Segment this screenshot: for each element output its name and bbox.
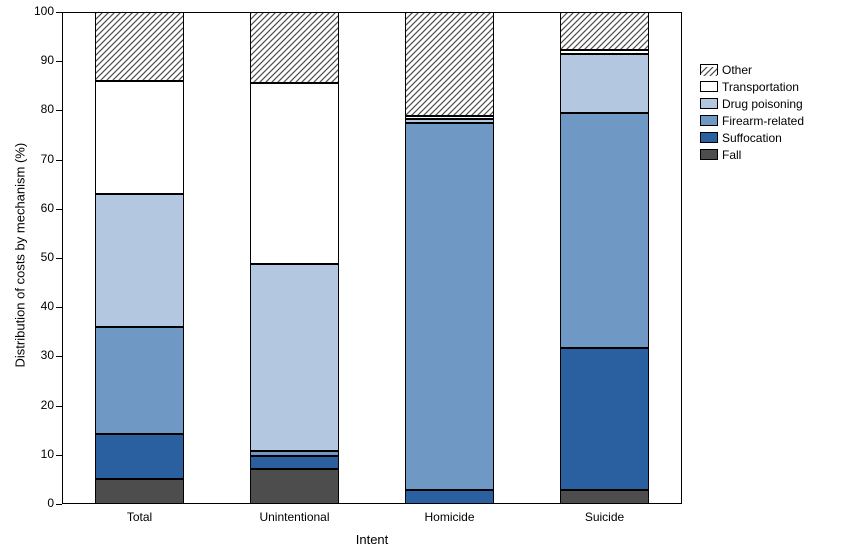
bar-unintentional <box>250 12 340 504</box>
legend-swatch <box>700 132 718 143</box>
y-tick-mark <box>56 356 62 357</box>
legend-item: Drug poisoning <box>700 96 804 111</box>
y-tick-label: 70 <box>24 152 54 166</box>
x-tick-label: Suicide <box>527 510 682 524</box>
legend-label: Drug poisoning <box>722 97 803 111</box>
segment <box>560 12 650 50</box>
x-axis-label: Intent <box>62 532 682 547</box>
segment <box>95 12 185 81</box>
y-tick-mark <box>56 110 62 111</box>
bar-total <box>95 12 185 504</box>
legend-item: Firearm-related <box>700 113 804 128</box>
legend-swatch <box>700 115 718 126</box>
bar-suicide <box>560 12 650 504</box>
y-tick-label: 80 <box>24 102 54 116</box>
segment <box>95 81 185 194</box>
legend-swatch <box>700 98 718 109</box>
segment <box>250 12 340 83</box>
legend-swatch <box>700 81 718 92</box>
segment <box>250 83 340 264</box>
segment <box>95 479 185 504</box>
y-tick-mark <box>56 307 62 308</box>
legend-swatch <box>700 64 718 75</box>
y-tick-label: 30 <box>24 348 54 362</box>
segment <box>405 12 495 116</box>
y-tick-label: 40 <box>24 299 54 313</box>
segment <box>560 113 650 348</box>
segment <box>405 490 495 503</box>
legend-item: Fall <box>700 147 804 162</box>
segment <box>95 327 185 434</box>
legend-label: Firearm-related <box>722 114 804 128</box>
legend-label: Other <box>722 63 752 77</box>
y-tick-label: 50 <box>24 250 54 264</box>
segment <box>95 194 185 327</box>
x-tick-label: Homicide <box>372 510 527 524</box>
y-tick-label: 20 <box>24 398 54 412</box>
y-tick-mark <box>56 455 62 456</box>
y-tick-label: 0 <box>24 496 54 510</box>
segment <box>560 490 650 504</box>
legend-label: Fall <box>722 148 741 162</box>
y-tick-label: 60 <box>24 201 54 215</box>
legend-swatch <box>700 149 718 160</box>
y-tick-mark <box>56 406 62 407</box>
legend-item: Suffocation <box>700 130 804 145</box>
segment <box>405 119 495 123</box>
y-tick-label: 10 <box>24 447 54 461</box>
segment <box>560 54 650 113</box>
segment <box>250 456 340 469</box>
y-tick-label: 100 <box>24 4 54 18</box>
y-tick-mark <box>56 160 62 161</box>
y-tick-mark <box>56 504 62 505</box>
y-tick-mark <box>56 61 62 62</box>
stacked-bar-chart: Distribution of costs by mechanism (%) I… <box>0 0 841 557</box>
segment <box>405 123 495 491</box>
x-tick-label: Total <box>62 510 217 524</box>
bar-homicide <box>405 12 495 504</box>
legend-item: Other <box>700 62 804 77</box>
y-tick-mark <box>56 209 62 210</box>
segment <box>250 264 340 451</box>
legend: Other Transportation Drug poisoning Firearm… <box>700 62 804 164</box>
segment <box>250 469 340 504</box>
legend-label: Suffocation <box>722 131 782 145</box>
segment <box>95 434 185 480</box>
legend-label: Transportation <box>722 80 799 94</box>
legend-item: Transportation <box>700 79 804 94</box>
x-tick-label: Unintentional <box>217 510 372 524</box>
y-tick-mark <box>56 258 62 259</box>
y-tick-mark <box>56 12 62 13</box>
y-tick-label: 90 <box>24 53 54 67</box>
segment <box>560 348 650 490</box>
segment <box>250 451 340 455</box>
